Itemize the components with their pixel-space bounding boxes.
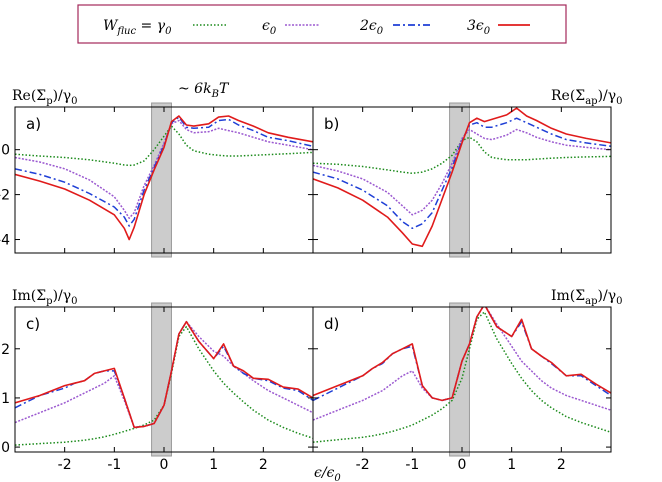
ytick-label: -4 bbox=[0, 233, 10, 249]
ytick-label: 0 bbox=[1, 143, 10, 159]
xtick-label: -1 bbox=[405, 457, 419, 473]
xtick-label: -2 bbox=[356, 457, 370, 473]
ylabel-a: Re(Σp)/γ0 bbox=[12, 88, 78, 107]
shaded-band-a bbox=[151, 102, 172, 258]
ytick-label: -2 bbox=[0, 188, 10, 204]
shaded-band-d bbox=[449, 302, 470, 457]
legend-box bbox=[77, 4, 567, 44]
series-gamma0-a bbox=[15, 125, 313, 167]
xtick-label: -1 bbox=[107, 457, 121, 473]
legend-label-gamma0: Wfluc = γ0 bbox=[103, 18, 172, 37]
series-gamma0-b bbox=[313, 136, 611, 175]
panel-c: -2 -1 0 1 2 0 1 2 c) bbox=[1, 302, 314, 473]
xtick-label: 2 bbox=[557, 457, 566, 473]
panel-label-a: a) bbox=[26, 115, 41, 133]
ytick-label: 2 bbox=[1, 342, 10, 358]
xtick-label: 2 bbox=[259, 457, 268, 473]
xlabel: ϵ/ϵ0 bbox=[314, 465, 341, 482]
series-eps0-d bbox=[313, 307, 611, 421]
series-3eps0-d bbox=[313, 307, 611, 402]
series-3eps0-c bbox=[15, 320, 313, 429]
shaded-band-c bbox=[151, 302, 172, 457]
panel-label-b: b) bbox=[324, 115, 339, 133]
panel-a: 0 -2 -4 a) bbox=[0, 102, 314, 258]
series-eps0-b bbox=[313, 128, 611, 216]
series-3eps0-a bbox=[15, 115, 313, 241]
series-2eps0-b bbox=[313, 117, 611, 230]
xtick-label: 0 bbox=[160, 457, 169, 473]
ylabel-d: Im(Σap)/γ0 bbox=[551, 288, 622, 307]
ylabel-c: Im(Σp)/γ0 bbox=[12, 288, 78, 307]
ytick-label: 0 bbox=[1, 440, 10, 456]
legend-label-eps0: ϵ0 bbox=[262, 18, 277, 37]
ylabel-b: Re(Σap)/γ0 bbox=[551, 88, 622, 107]
panel-b: b) bbox=[312, 102, 612, 258]
xtick-label: 0 bbox=[458, 457, 467, 473]
ytick-label: 1 bbox=[1, 391, 10, 407]
series-3eps0-b bbox=[313, 107, 611, 248]
panel-label-d: d) bbox=[324, 315, 339, 333]
xtick-label: 1 bbox=[209, 457, 218, 473]
legend-label-2eps0: 2ϵ0 bbox=[359, 18, 384, 37]
series-gamma0-c bbox=[15, 325, 313, 446]
xtick-label: 1 bbox=[507, 457, 516, 473]
xtick-label: -2 bbox=[58, 457, 72, 473]
shaded-band-b bbox=[449, 102, 470, 258]
band-annotation: ~ 6kBT bbox=[178, 81, 230, 100]
legend-label-3eps0: 3ϵ0 bbox=[467, 18, 491, 37]
panel-label-c: c) bbox=[26, 315, 40, 333]
legend: Wfluc = γ0 ϵ0 2ϵ0 3ϵ0 bbox=[77, 4, 567, 44]
panel-d: -2 -1 0 1 2 d) bbox=[312, 302, 612, 473]
panels: 0 -2 -4 a) b) -2 -1 0 1 2 0 1 2 c) -2 -1 0 1 2 d) bbox=[0, 102, 612, 473]
